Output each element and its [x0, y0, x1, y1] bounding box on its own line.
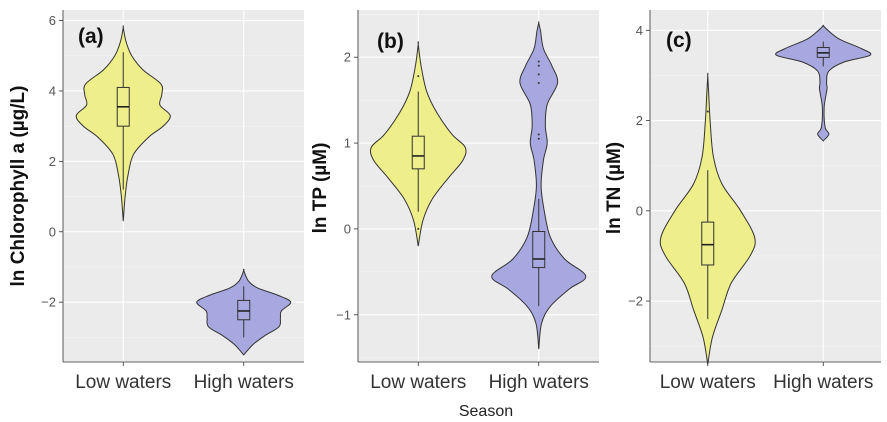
iqr-box — [532, 231, 546, 269]
iqr-box — [701, 221, 715, 266]
panel-c-tag: (c) — [666, 29, 692, 52]
panel-c-violin-group-high-waters — [775, 24, 872, 142]
panel-c-y-tick-label: 0 — [636, 203, 643, 218]
panel-c-category-label: Low waters — [660, 372, 756, 393]
panel-b-y-tick-label: 2 — [344, 50, 351, 65]
outlier-point — [537, 81, 540, 84]
iqr-box — [411, 135, 425, 170]
panel-a-category-label: High waters — [194, 372, 294, 393]
iqr-box — [237, 299, 251, 321]
panel-b-tag: (b) — [377, 30, 404, 53]
panel-c-background — [650, 10, 881, 362]
panel-b-violin-group-low-waters — [369, 41, 467, 247]
panel-a-y-tick-label: 4 — [49, 83, 56, 98]
panel-b-axes: −1 0 1 2 Low waters High waters — [336, 10, 599, 393]
panel-a-y-tick-label: −2 — [41, 295, 56, 310]
panel-a-y-tick-label: 2 — [49, 154, 56, 169]
panel-b-y-tick-label: 1 — [344, 136, 351, 151]
panel-b-violins — [369, 21, 587, 350]
panel-a-category-label: Low waters — [75, 372, 171, 393]
panel-c-violins — [659, 24, 872, 365]
violin-shape — [775, 24, 872, 142]
panel-b-y-axis-title: ln TP (µM) — [310, 143, 331, 234]
panel-b-category-label: High waters — [489, 372, 589, 393]
outlier-point — [537, 60, 540, 63]
panel-c-axes: −2 0 2 4 Low waters High waters — [628, 10, 881, 393]
panel-c-y-tick-label: 2 — [636, 113, 643, 128]
outlier-point — [537, 137, 540, 140]
panel-c-y-axis-title: ln TN (µM) — [604, 142, 625, 234]
outlier-point — [537, 133, 540, 136]
violin-shape — [491, 21, 587, 350]
outlier-point — [537, 64, 540, 67]
panel-b-y-tick-label: 0 — [344, 221, 351, 236]
panel-a-y-axis-title: ln Chlorophyll a (µg/L) — [8, 86, 29, 287]
panel-b-violin-group-high-waters — [491, 21, 587, 350]
panel-a-y-tick-label: 6 — [49, 13, 56, 28]
outlier-point — [706, 110, 709, 113]
x-axis-title: Season — [459, 403, 513, 420]
outlier-point — [417, 75, 420, 78]
outlier-point — [537, 73, 540, 76]
panel-c-violin-group-low-waters — [659, 72, 756, 365]
panel-a-violin-group-low-waters — [75, 25, 171, 222]
panel-b: −1 0 1 2 Low waters High waters (b) ln TP (µM… — [310, 10, 599, 393]
panel-a-y-tick-label: 0 — [49, 224, 56, 239]
panel-c-y-tick-label: 4 — [636, 23, 643, 38]
panel-c-category-label: High waters — [773, 372, 873, 393]
panel-a-violin-group-high-waters — [196, 268, 292, 356]
panel-c: −2 0 2 4 Low waters High waters (c) ln TN (µM… — [604, 10, 881, 393]
panel-a-axes: −2 0 2 4 6 Low waters High waters — [41, 10, 304, 393]
panel-b-category-label: Low waters — [370, 372, 466, 393]
panel-c-y-tick-label: −2 — [628, 294, 643, 309]
panel-b-y-tick-label: −1 — [336, 307, 351, 322]
outlier-point — [417, 227, 420, 230]
panel-a-tag: (a) — [78, 25, 104, 48]
panel-a-violins — [75, 25, 292, 356]
panel-a: −2 0 2 4 6 Low waters High waters (a) ln Chlor… — [8, 10, 304, 393]
